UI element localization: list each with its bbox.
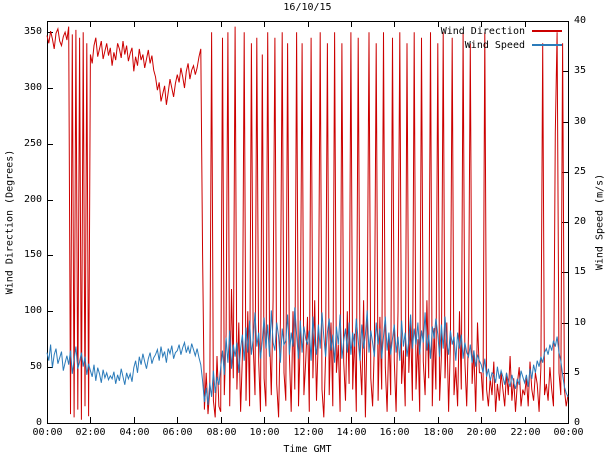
x-tick-label: 08:00 — [206, 427, 237, 438]
x-tick-label: 02:00 — [75, 427, 106, 438]
left-tick-label: 50 — [29, 361, 42, 372]
x-tick-label: 06:00 — [162, 427, 193, 438]
x-tick-label: 10:00 — [249, 427, 280, 438]
x-tick-label: 14:00 — [336, 427, 367, 438]
legend-label-wind-speed: Wind Speed — [464, 39, 525, 51]
legend-label-wind-direction: Wind Direction — [440, 25, 525, 37]
series-line-wind-speed — [46, 307, 569, 405]
chart-title: 16/10/15 — [283, 2, 332, 13]
left-tick-label: 200 — [23, 194, 42, 205]
x-tick-label: 16:00 — [379, 427, 410, 438]
legend-item-wind-direction: Wind Direction — [441, 24, 562, 38]
legend-line-sample-wind-speed — [532, 44, 562, 46]
series-line-wind-direction — [46, 26, 569, 420]
right-tick-label: 35 — [574, 65, 587, 76]
x-tick-label: 22:00 — [510, 427, 541, 438]
x-tick-label: 00:00 — [32, 427, 63, 438]
right-tick-label: 5 — [574, 367, 581, 378]
legend-item-wind-speed: Wind Speed — [441, 38, 562, 52]
left-tick-label: 150 — [23, 249, 42, 260]
right-tick-label: 20 — [574, 216, 587, 227]
right-tick-label: 10 — [574, 317, 587, 328]
x-tick-label: 20:00 — [466, 427, 497, 438]
left-tick-label: 100 — [23, 305, 42, 316]
x-tick-label: 12:00 — [293, 427, 324, 438]
right-tick-label: 15 — [574, 266, 587, 277]
left-tick-label: 0 — [35, 417, 42, 428]
left-tick-label: 250 — [23, 138, 42, 149]
x-tick-label: 00:00 — [553, 427, 584, 438]
left-tick-label: 300 — [23, 82, 42, 93]
right-tick-label: 30 — [574, 116, 587, 127]
legend-line-sample-wind-direction — [532, 30, 562, 32]
right-tick-label: 25 — [574, 166, 587, 177]
legend: Wind Direction Wind Speed — [441, 24, 562, 52]
left-tick-label: 350 — [23, 26, 42, 37]
x-axis-label: Time GMT — [283, 444, 332, 455]
right-tick-label: 0 — [574, 417, 581, 428]
x-tick-label: 18:00 — [423, 427, 454, 438]
x-tick-label: 04:00 — [119, 427, 150, 438]
right-tick-label: 40 — [574, 15, 587, 26]
